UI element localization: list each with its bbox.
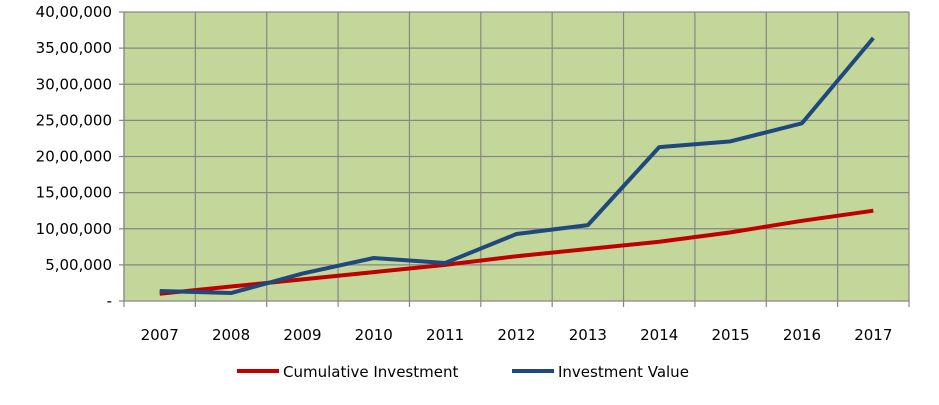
y-tick-label: 35,00,000 [36,39,112,57]
y-tick-label: 40,00,000 [36,3,112,21]
x-tick-label: 2016 [783,326,821,344]
legend-label: Investment Value [558,363,689,381]
y-tick-label: 25,00,000 [36,111,112,129]
x-tick-label: 2017 [854,326,892,344]
x-tick-label: 2015 [711,326,749,344]
y-tick-label: 10,00,000 [36,220,112,238]
y-tick-label: 30,00,000 [36,75,112,93]
x-tick-label: 2011 [426,326,464,344]
y-tick-label: 20,00,000 [36,148,112,166]
x-tick-label: 2008 [212,326,250,344]
x-tick-label: 2012 [497,326,535,344]
y-tick-label: 5,00,000 [45,256,112,274]
x-tick-label: 2014 [640,326,678,344]
x-tick-label: 2010 [355,326,393,344]
y-tick-label: - [107,292,112,310]
x-tick-label: 2013 [569,326,607,344]
y-tick-label: 15,00,000 [36,184,112,202]
x-tick-label: 2009 [283,326,321,344]
x-tick-label: 2007 [141,326,179,344]
legend-label: Cumulative Investment [283,363,458,381]
